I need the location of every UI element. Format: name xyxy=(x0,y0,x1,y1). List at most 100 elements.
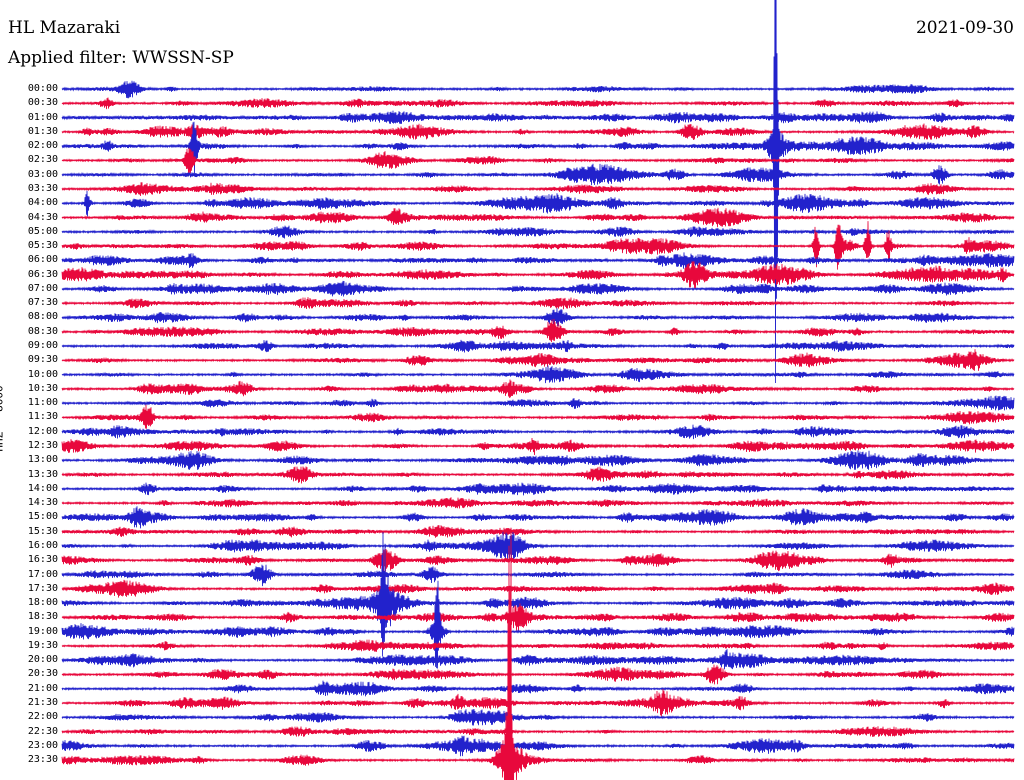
seismogram-trace-19:00 xyxy=(61,580,1015,669)
seismogram-trace-03:30 xyxy=(61,182,1015,197)
row-time-label-19:00: 19:00 xyxy=(27,625,58,637)
seismogram-trace-00:00 xyxy=(61,80,1015,99)
row-time-label-23:00: 23:00 xyxy=(27,739,58,751)
seismogram-trace-12:00 xyxy=(61,424,1015,440)
seismogram-trace-11:00 xyxy=(61,395,1015,411)
row-time-label-12:30: 12:30 xyxy=(27,440,58,451)
seismogram-trace-13:30 xyxy=(61,466,1015,484)
seismogram-trace-10:00 xyxy=(61,365,1015,384)
row-time-label-16:00: 16:00 xyxy=(27,539,58,551)
row-time-label-16:30: 16:30 xyxy=(27,554,58,566)
row-time-label-05:00: 05:00 xyxy=(27,225,58,237)
row-time-label-11:00: 11:00 xyxy=(27,397,58,409)
row-time-label-19:30: 19:30 xyxy=(27,639,58,651)
seismogram-trace-17:30 xyxy=(61,579,1015,598)
row-time-label-10:30: 10:30 xyxy=(27,382,58,394)
row-time-label-07:00: 07:00 xyxy=(27,282,58,294)
station-title: HL Mazaraki xyxy=(8,18,121,38)
row-time-label-12:00: 12:00 xyxy=(27,425,58,437)
seismogram-trace-21:30 xyxy=(61,688,1015,717)
row-time-label-22:00: 22:00 xyxy=(27,711,58,723)
seismogram-trace-07:30 xyxy=(61,297,1015,310)
row-time-label-13:00: 13:00 xyxy=(27,454,58,466)
row-time-label-03:00: 03:00 xyxy=(27,168,58,180)
seismogram-trace-10:30 xyxy=(61,379,1015,398)
seismogram-trace-20:30 xyxy=(61,664,1015,685)
seismogram-trace-15:30 xyxy=(61,525,1015,538)
seismogram-trace-08:30 xyxy=(61,318,1015,343)
row-time-label-17:00: 17:00 xyxy=(27,568,58,580)
seismogram-trace-04:30 xyxy=(61,207,1015,228)
seismogram-trace-18:30 xyxy=(61,603,1015,632)
row-time-label-18:00: 18:00 xyxy=(27,597,58,609)
row-time-label-23:30: 23:30 xyxy=(27,754,58,766)
seismogram-trace-05:30 xyxy=(61,221,1015,270)
seismogram-trace-16:00 xyxy=(61,531,1015,561)
seismogram-trace-23:00 xyxy=(61,735,1015,757)
seismogram-trace-22:00 xyxy=(61,708,1015,726)
row-time-label-21:30: 21:30 xyxy=(27,697,58,709)
row-time-label-11:30: 11:30 xyxy=(27,411,58,423)
seismogram-trace-08:00 xyxy=(61,308,1015,327)
seismogram-trace-03:00 xyxy=(61,163,1015,186)
row-time-label-00:30: 00:30 xyxy=(27,97,58,109)
seismogram-trace-01:30 xyxy=(61,123,1015,141)
row-time-label-14:00: 14:00 xyxy=(27,482,58,494)
row-time-label-20:00: 20:00 xyxy=(27,654,58,666)
seismogram-trace-13:00 xyxy=(61,450,1015,470)
row-time-label-13:30: 13:30 xyxy=(27,468,58,480)
seismogram-trace-11:30 xyxy=(61,404,1015,429)
row-time-label-05:30: 05:30 xyxy=(27,240,58,252)
seismogram-trace-04:00 xyxy=(61,190,1015,217)
date-label: 2021-09-30 xyxy=(915,18,1014,38)
seismogram-trace-01:00 xyxy=(61,110,1015,124)
row-time-label-14:30: 14:30 xyxy=(27,497,58,509)
seismogram-trace-14:30 xyxy=(61,497,1015,509)
row-time-label-10:00: 10:00 xyxy=(27,368,58,380)
seismogram-trace-17:00 xyxy=(61,564,1015,587)
seismogram-trace-07:00 xyxy=(61,280,1015,297)
row-time-label-22:30: 22:30 xyxy=(27,725,58,737)
seismogram-trace-02:00 xyxy=(61,0,1015,384)
row-time-label-17:30: 17:30 xyxy=(27,582,58,594)
row-time-label-08:00: 08:00 xyxy=(27,311,58,323)
row-time-label-02:30: 02:30 xyxy=(27,154,58,166)
row-time-label-09:00: 09:00 xyxy=(27,340,58,352)
row-time-label-01:30: 01:30 xyxy=(27,125,58,137)
seismogram-trace-09:00 xyxy=(61,339,1015,353)
seismogram-trace-16:30 xyxy=(61,547,1015,574)
row-time-label-00:00: 00:00 xyxy=(27,83,58,94)
row-time-label-08:30: 08:30 xyxy=(27,325,58,337)
seismogram-trace-12:30 xyxy=(61,437,1015,456)
seismogram-trace-06:30 xyxy=(61,261,1015,289)
seismogram-trace-05:00 xyxy=(61,225,1015,239)
row-time-label-09:30: 09:30 xyxy=(27,354,58,366)
seismogram-trace-20:00 xyxy=(61,649,1015,670)
seismogram-trace-15:00 xyxy=(61,506,1015,529)
row-time-label-06:00: 06:00 xyxy=(27,254,58,266)
seismogram-trace-21:00 xyxy=(61,680,1015,697)
seismogram-trace-14:00 xyxy=(61,482,1015,496)
row-time-label-21:00: 21:00 xyxy=(27,682,58,694)
seismogram-trace-06:00 xyxy=(61,252,1015,269)
row-time-label-15:30: 15:30 xyxy=(27,525,58,537)
seismogram-trace-09:30 xyxy=(61,349,1015,371)
seismogram-trace-00:30 xyxy=(61,97,1015,110)
row-time-label-20:30: 20:30 xyxy=(27,668,58,680)
row-time-label-01:00: 01:00 xyxy=(27,111,58,123)
seismogram-trace-19:30 xyxy=(61,639,1015,652)
row-time-label-04:30: 04:30 xyxy=(27,211,58,223)
seismogram-trace-18:00 xyxy=(61,532,1015,657)
row-time-label-02:00: 02:00 xyxy=(27,140,58,152)
row-time-label-04:00: 04:00 xyxy=(27,197,58,209)
seismogram-trace-22:30 xyxy=(61,726,1015,737)
row-time-label-03:30: 03:30 xyxy=(27,182,58,194)
row-time-label-18:30: 18:30 xyxy=(27,611,58,623)
applied-filter-label: Applied filter: WWSSN-SP xyxy=(8,48,234,68)
row-time-label-06:30: 06:30 xyxy=(27,268,58,280)
row-time-label-07:30: 07:30 xyxy=(27,297,58,309)
row-time-label-15:00: 15:00 xyxy=(27,511,58,523)
seismogram-trace-23:30 xyxy=(61,527,1015,780)
